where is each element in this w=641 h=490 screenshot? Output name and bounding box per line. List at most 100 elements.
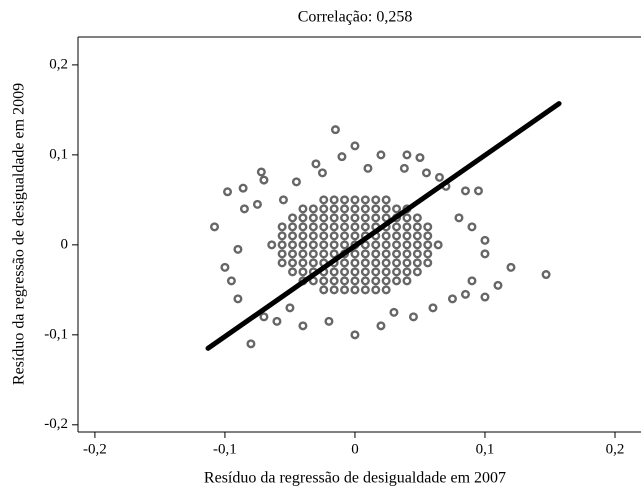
point <box>350 141 360 151</box>
point <box>360 204 370 214</box>
chart-title: Correlação: 0,258 <box>298 9 413 26</box>
point <box>210 222 220 232</box>
point <box>288 231 298 241</box>
point <box>319 240 329 250</box>
point <box>381 249 391 259</box>
point <box>340 213 350 223</box>
y-tick-label: 0,2 <box>49 56 68 72</box>
point <box>233 244 243 254</box>
point <box>408 312 418 322</box>
point <box>392 276 402 286</box>
point <box>340 195 350 205</box>
point <box>278 195 288 205</box>
point <box>329 231 339 241</box>
point <box>360 285 370 295</box>
point <box>360 222 370 232</box>
point <box>226 276 236 286</box>
point <box>381 267 391 277</box>
point <box>350 204 360 214</box>
point <box>541 270 551 280</box>
point <box>402 231 412 241</box>
x-tick-label: 0,2 <box>606 441 625 457</box>
point <box>381 195 391 205</box>
point <box>360 276 370 286</box>
point <box>277 258 287 268</box>
point <box>480 249 490 259</box>
point <box>308 204 318 214</box>
y-tick-label: 0,1 <box>49 146 68 162</box>
point <box>340 204 350 214</box>
point <box>277 222 287 232</box>
point <box>506 262 516 272</box>
point <box>480 235 490 245</box>
point <box>252 199 262 209</box>
point <box>277 240 287 250</box>
point <box>288 213 298 223</box>
point <box>288 240 298 250</box>
point <box>402 267 412 277</box>
point <box>267 240 277 250</box>
point <box>389 307 399 317</box>
point <box>412 222 422 232</box>
point <box>460 186 470 196</box>
point <box>371 258 381 268</box>
point <box>246 339 256 349</box>
point <box>371 267 381 277</box>
point <box>493 280 503 290</box>
point <box>298 258 308 268</box>
point <box>233 294 243 304</box>
point <box>317 168 327 178</box>
point <box>467 276 477 286</box>
point <box>259 175 269 185</box>
point <box>371 240 381 250</box>
point <box>329 222 339 232</box>
x-tick-label: -0,1 <box>213 441 237 457</box>
point <box>340 258 350 268</box>
point <box>340 285 350 295</box>
point <box>329 267 339 277</box>
point <box>340 276 350 286</box>
x-axis-label: Resíduo da regressão de desigualdade em … <box>204 470 506 487</box>
point <box>433 240 443 250</box>
point <box>392 222 402 232</box>
point <box>324 316 334 326</box>
point <box>308 240 318 250</box>
point <box>350 213 360 223</box>
point <box>412 258 422 268</box>
x-tick-label: 0 <box>351 441 359 457</box>
point <box>402 276 412 286</box>
point <box>350 258 360 268</box>
point <box>291 177 301 187</box>
point <box>350 267 360 277</box>
point <box>288 267 298 277</box>
point <box>308 249 318 259</box>
point <box>337 152 347 162</box>
point <box>423 249 433 259</box>
point <box>329 249 339 259</box>
point <box>473 186 483 196</box>
point <box>319 213 329 223</box>
point <box>272 316 282 326</box>
point <box>329 276 339 286</box>
point <box>467 222 477 232</box>
point <box>392 258 402 268</box>
point <box>480 292 490 302</box>
point <box>371 285 381 295</box>
point <box>319 195 329 205</box>
point <box>350 330 360 340</box>
point <box>371 204 381 214</box>
point <box>360 258 370 268</box>
point <box>298 231 308 241</box>
points <box>210 125 551 349</box>
point <box>402 240 412 250</box>
point <box>329 195 339 205</box>
point <box>376 321 386 331</box>
x-tick-label: 0,1 <box>476 441 495 457</box>
point <box>371 276 381 286</box>
point <box>392 240 402 250</box>
point <box>308 213 318 223</box>
point <box>371 249 381 259</box>
point <box>256 167 266 177</box>
point <box>402 258 412 268</box>
y-tick-label: 0 <box>61 236 69 252</box>
